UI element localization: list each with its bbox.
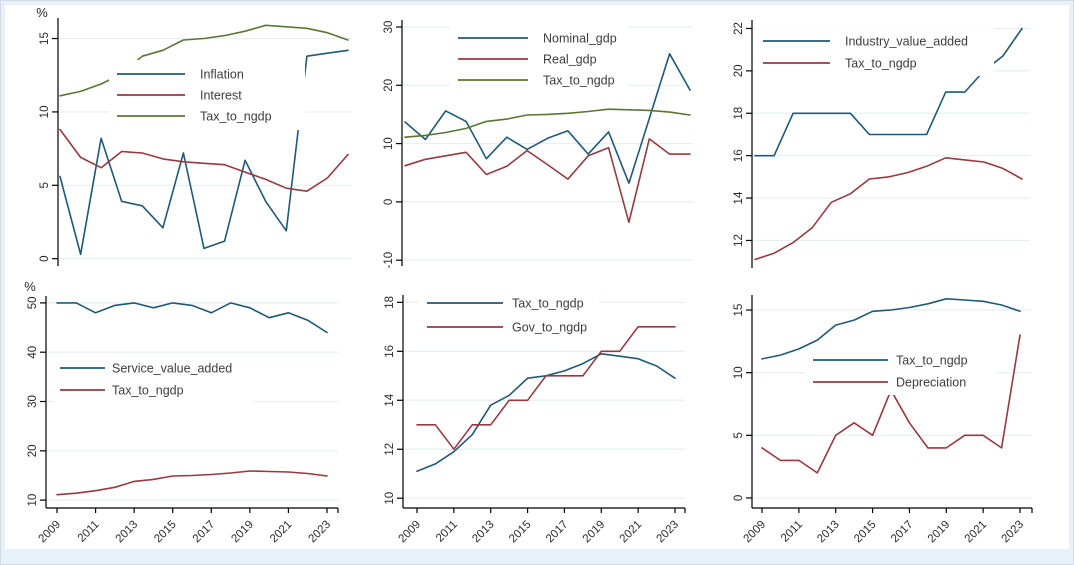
- legend-label-Inflation: Inflation: [200, 68, 244, 82]
- y-axis-unit-label: %: [24, 279, 36, 294]
- legend-label-Tax_to_ngdp: Tax_to_ngdp: [896, 354, 968, 368]
- Tax_to_ngdp-line: [59, 24, 349, 97]
- Service_value_added-line: [56, 302, 328, 334]
- legend: Service_value_added Tax_to_ngdp: [54, 355, 254, 403]
- y-tick-label: 15: [733, 304, 745, 317]
- y-tick-label: 10: [383, 137, 395, 150]
- y-tick-label: -10: [383, 252, 395, 269]
- Tax_to_ngdp-line: [56, 470, 328, 496]
- panel-inflation-interest-tax: Inflation Interest Tax_to_ngdp 0 5 10 15%: [36, 5, 352, 266]
- legend-label-Tax_to_ngdp: Tax_to_ngdp: [112, 384, 184, 398]
- y-tick-label: 5: [39, 182, 51, 188]
- legend: Industry_value_added Tax_to_ngdp: [756, 28, 994, 76]
- y-tick-label: 22: [733, 22, 745, 35]
- legend-label-Tax_to_ngdp: Tax_to_ngdp: [512, 297, 584, 311]
- Real_gdp-line: [404, 138, 691, 224]
- y-axis-unit-label: %: [36, 5, 48, 20]
- y-tick-label: 16: [733, 149, 745, 162]
- legend-background: [54, 355, 254, 403]
- y-tick-label: 0: [383, 199, 395, 205]
- y-tick-label: 0: [39, 255, 51, 261]
- y-tick-label: 10: [27, 494, 39, 507]
- y-tick-label: 20: [27, 444, 39, 457]
- y-tick-label: 5: [733, 432, 745, 438]
- y-tick-label: 40: [27, 346, 39, 359]
- legend: Nominal_gdp Real_gdp Tax_to_ngdp: [450, 25, 628, 93]
- Gov_to_ngdp-line: [416, 325, 676, 451]
- Tax_to_ngdp-line: [404, 108, 691, 138]
- Interest-line: [59, 128, 349, 192]
- legend-label-Depreciation: Depreciation: [896, 376, 966, 390]
- y-tick-label: 12: [733, 234, 745, 247]
- y-tick-label: 20: [383, 79, 395, 92]
- y-tick-label: 14: [384, 393, 396, 406]
- y-tick-label: 30: [383, 21, 395, 34]
- y-tick-label: 20: [733, 64, 745, 77]
- legend-label-Service_value_added: Service_value_added: [112, 362, 232, 376]
- y-tick-label: 14: [733, 191, 745, 204]
- Industry_value_added-line: [754, 27, 1023, 157]
- legend-label-Tax_to_ngdp: Tax_to_ngdp: [200, 110, 272, 124]
- legend-label-Interest: Interest: [200, 89, 242, 103]
- Nominal_gdp-line: [404, 52, 691, 184]
- legend-label-Tax_to_ngdp: Tax_to_ngdp: [845, 57, 917, 71]
- legend-label-Real_gdp: Real_gdp: [543, 53, 597, 67]
- legend-label-Nominal_gdp: Nominal_gdp: [543, 32, 617, 46]
- Tax_to_ngdp-line: [761, 297, 1021, 360]
- y-tick-label: 50: [27, 297, 39, 310]
- panel-service-tax: Service_value_added Tax_to_ngdp 10 20 30 40 50…: [24, 279, 339, 545]
- legend-label-Gov_to_ngdp: Gov_to_ngdp: [512, 321, 587, 335]
- legend-background: [806, 347, 996, 395]
- y-tick-label: 30: [27, 395, 39, 408]
- y-tick-label: 10: [384, 492, 396, 505]
- y-tick-label: 0: [733, 495, 745, 501]
- legend-label-Tax_to_ngdp: Tax_to_ngdp: [543, 74, 615, 88]
- y-tick-label: 12: [384, 443, 396, 456]
- panel-nominal-real-gdp-tax: Nominal_gdp Real_gdp Tax_to_ngdp -10 0 10 20 30: [383, 20, 693, 268]
- legend-label-Industry_value_added: Industry_value_added: [845, 35, 968, 49]
- y-tick-label: 10: [733, 366, 745, 379]
- legend-background: [419, 290, 599, 340]
- y-tick-label: 10: [39, 106, 51, 119]
- legend: Tax_to_ngdp Depreciation: [806, 347, 996, 395]
- y-tick-label: 16: [384, 345, 396, 358]
- legend-background: [756, 28, 994, 76]
- y-tick-label: 18: [384, 296, 396, 309]
- Tax_to_ngdp-line: [754, 157, 1023, 261]
- legend: Inflation Interest Tax_to_ngdp: [109, 60, 305, 130]
- panel-industry-tax: Industry_value_added Tax_to_ngdp 12 14 16 18 2…: [733, 20, 1030, 268]
- y-tick-label: 15: [39, 32, 51, 45]
- y-tick-label: 18: [733, 107, 745, 120]
- legend: Tax_to_ngdp Gov_to_ngdp: [419, 290, 599, 340]
